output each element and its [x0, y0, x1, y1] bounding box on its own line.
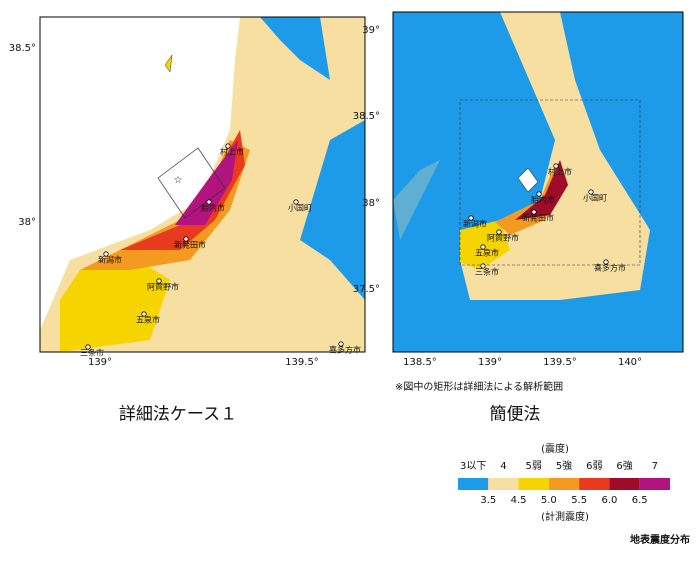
city-dot	[480, 263, 486, 269]
city-label: 阿賀野市	[487, 233, 519, 243]
city-label: 村上市	[220, 147, 244, 157]
city-dot	[588, 189, 594, 195]
city-label: 胎内市	[201, 203, 225, 213]
city-dot	[206, 199, 212, 205]
city-dot	[468, 215, 474, 221]
city-dot	[225, 143, 231, 149]
lat-tick: 38.5°	[353, 111, 380, 122]
legend-intensity: 5強	[556, 459, 572, 472]
city-label: 村上市	[548, 167, 572, 177]
city-label: 新発田市	[174, 240, 206, 250]
city-label: 新潟市	[463, 219, 487, 229]
lon-tick: 139°	[88, 357, 112, 368]
lon-tick: 140°	[618, 357, 642, 368]
legend-intensity: 3以下	[460, 461, 486, 472]
city-label: 新発田市	[522, 213, 554, 223]
legend-measured: (計測震度)	[541, 510, 589, 523]
legend-swatch	[458, 478, 489, 490]
caption: 簡便法	[490, 405, 541, 425]
city-label: 喜多方市	[594, 263, 626, 273]
lon-tick: 138.5°	[403, 357, 437, 368]
city-label: 小国町	[583, 194, 607, 203]
legend-intensity: 5弱	[526, 460, 542, 472]
city-dot	[103, 251, 109, 257]
city-label: 五泉市	[136, 315, 160, 325]
city-label: 阿賀野市	[147, 282, 179, 292]
city-label: 三条市	[80, 348, 104, 358]
note: ※図中の矩形は詳細法による解析範囲	[395, 380, 563, 393]
frame	[392, 11, 684, 353]
legend-boundary: 5.5	[571, 495, 587, 506]
legend-intensity: 7	[652, 461, 658, 472]
lat-tick: 38.5°	[9, 43, 36, 54]
caption: 詳細法ケース１	[119, 405, 237, 425]
legend-boundary: 5.0	[541, 495, 557, 506]
city-dot	[603, 259, 609, 265]
city-label: 小国町	[288, 204, 312, 213]
lat-tick: 38°	[18, 217, 36, 228]
svg-text:☆: ☆	[174, 175, 183, 186]
city-dot	[85, 344, 91, 350]
city-dot	[496, 229, 502, 235]
legend-swatch	[518, 478, 549, 490]
legend-intensity: 6弱	[586, 460, 602, 472]
legend-swatch	[579, 478, 610, 490]
lat-tick: 38°	[362, 198, 380, 209]
map-detailed: ☆	[40, 17, 365, 352]
city-label: 喜多方市	[329, 345, 361, 355]
legend-boundary: 6.0	[601, 495, 617, 506]
map-simple	[393, 12, 683, 352]
city-dot	[531, 209, 537, 215]
city-dot	[183, 236, 189, 242]
legend-intensity: 4	[500, 461, 506, 472]
city-label: 三条市	[475, 267, 499, 277]
city-dot	[293, 199, 299, 205]
title: 地表震度分布	[630, 533, 690, 546]
legend-title: (震度)	[541, 442, 569, 455]
lon-tick: 139°	[478, 357, 502, 368]
legend-swatch	[488, 478, 519, 490]
lat-tick: 37.5°	[353, 284, 380, 295]
legend-boundary: 4.5	[511, 495, 527, 506]
city-dot	[480, 244, 486, 250]
lat-tick: 39°	[362, 25, 380, 36]
city-dot	[156, 278, 162, 284]
legend-intensity: 6強	[616, 459, 632, 472]
city-dot	[338, 341, 344, 347]
legend-swatch	[548, 478, 580, 490]
legend-boundary: 6.5	[632, 495, 648, 506]
lon-tick: 139.5°	[543, 357, 577, 368]
frame	[39, 16, 366, 353]
city-dot	[553, 163, 559, 169]
city-dot	[141, 311, 147, 317]
city-label: 胎内市	[531, 195, 555, 205]
legend-boundary: 3.5	[480, 495, 496, 506]
legend-swatch	[609, 478, 640, 490]
city-label: 新潟市	[98, 255, 122, 265]
city-label: 五泉市	[475, 248, 499, 258]
city-dot	[536, 191, 542, 197]
lon-tick: 139.5°	[285, 357, 319, 368]
legend-swatch	[639, 478, 670, 490]
